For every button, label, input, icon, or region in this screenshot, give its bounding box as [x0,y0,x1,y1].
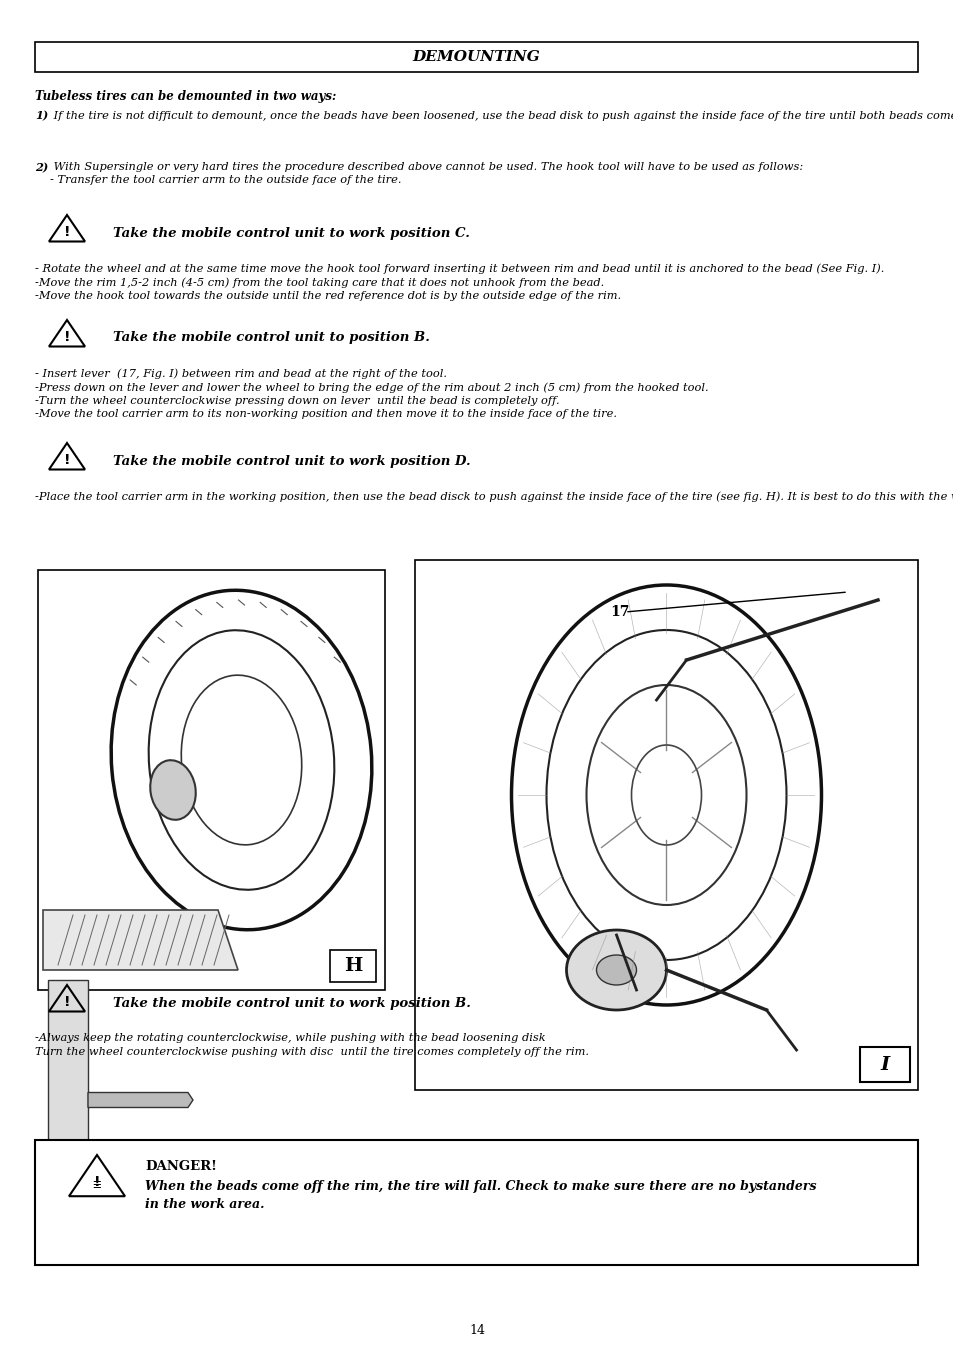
Text: Take the mobile control unit to work position D.: Take the mobile control unit to work pos… [112,455,470,467]
Text: - Insert lever  (17, Fig. I) between rim and bead at the right of the tool.
-Pre: - Insert lever (17, Fig. I) between rim … [35,369,708,418]
Ellipse shape [596,954,636,986]
FancyArrow shape [88,1092,193,1107]
Text: !: ! [64,225,71,239]
Text: Tubeless tires can be demounted in two ways:: Tubeless tires can be demounted in two w… [35,90,336,103]
Ellipse shape [566,930,666,1010]
Text: !: ! [64,454,71,467]
Text: 1): 1) [35,109,49,122]
Text: - Rotate the wheel and at the same time move the hook tool forward inserting it : - Rotate the wheel and at the same time … [35,263,883,301]
Bar [859,1048,909,1081]
Text: ☰: ☰ [92,1180,101,1189]
Text: -Place the tool carrier arm in the working position, then use the bead disck to : -Place the tool carrier arm in the worki… [35,491,953,502]
Ellipse shape [150,760,195,819]
Bar [35,42,917,72]
Text: !: ! [93,1174,100,1188]
Text: When the beads come off the rim, the tire will fall. Check to make sure there ar: When the beads come off the rim, the tir… [145,1180,816,1211]
Text: If the tire is not difficult to demount, once the beads have been loosened, use : If the tire is not difficult to demount,… [50,109,953,120]
Text: DEMOUNTING: DEMOUNTING [413,50,539,63]
Bar [330,950,375,981]
Polygon shape [43,910,237,971]
Text: 14: 14 [469,1323,484,1336]
Text: DANGER!: DANGER! [145,1160,216,1173]
Text: -Always keep the rotating counterclockwise, while pushing with the bead loosenin: -Always keep the rotating counterclockwi… [35,1033,588,1057]
Text: H: H [343,957,362,975]
Bar [35,1139,917,1265]
Text: 2): 2) [35,162,49,173]
Text: Take the mobile control unit to position B.: Take the mobile control unit to position… [112,332,430,344]
Bar [38,570,385,990]
Bar [48,980,88,1230]
Text: I: I [880,1056,888,1073]
Text: With Supersingle or very hard tires the procedure described above cannot be used: With Supersingle or very hard tires the … [50,162,802,185]
Text: 17: 17 [609,605,629,620]
Text: Take the mobile control unit to work position C.: Take the mobile control unit to work pos… [112,227,470,239]
Text: !: ! [64,995,71,1010]
Bar [415,560,917,1089]
Text: !: ! [64,331,71,344]
Text: Take the mobile control unit to work position B.: Take the mobile control unit to work pos… [112,996,471,1010]
